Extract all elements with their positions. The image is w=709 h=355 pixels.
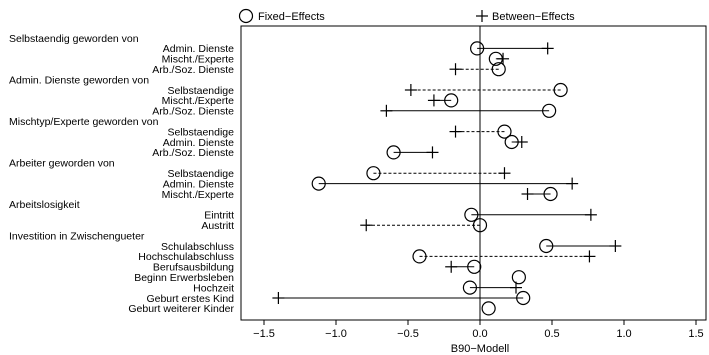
row-label: Schulabschluss (161, 241, 234, 253)
fixed-effects-marker (488, 51, 503, 66)
fixed-effects-marker (386, 145, 401, 160)
group-heading: Admin. Dienste geworden von (9, 74, 149, 86)
x-axis: −1.5 −1.0 −0.5 0.0 0.5 1.0 1.5 (253, 320, 704, 340)
x-tick-label: 0.5 (544, 328, 559, 340)
fixed-effects-marker (311, 176, 326, 191)
row-label: Eintritt (204, 210, 234, 222)
group-heading: Selbstaendig geworden von (9, 33, 139, 45)
fixed-effects-marker (412, 249, 427, 264)
legend-label-fixed-effects: Fixed−Effects (258, 11, 325, 23)
legend: Fixed−Effects Between−Effects (238, 8, 575, 24)
x-tick-label: −1.0 (325, 328, 347, 340)
x-axis-label: B90−Modell (451, 343, 509, 355)
row-label: Austritt (201, 220, 234, 232)
fixed-effects-marker (467, 259, 482, 274)
legend-circle-marker (238, 8, 254, 24)
row-label: Selbstaendige (167, 168, 234, 180)
fixed-effects-marker (543, 186, 558, 202)
row-label: Berufsausbildung (153, 262, 234, 274)
row-label: Geburt erstes Kind (146, 293, 234, 305)
fixed-effects-marker (504, 134, 519, 150)
row-label: Mischt./Experte (162, 54, 235, 66)
group-heading: Investition in Zwischengueter (9, 230, 145, 242)
legend-label-between-effects: Between−Effects (492, 11, 575, 23)
fixed-effects-marker (464, 207, 479, 222)
row-label: Arb./Soz. Dienste (152, 147, 234, 159)
row-label: Admin. Dienste (163, 137, 234, 149)
row-label: Admin. Dienste (163, 43, 234, 55)
x-tick-label: −0.5 (397, 328, 419, 340)
fixed-effects-marker (511, 270, 526, 285)
row-label: Arb./Soz. Dienste (152, 64, 234, 76)
fixed-effects-marker (491, 62, 506, 77)
row-label: Arb./Soz. Dienste (152, 106, 234, 118)
plot-frame (240, 25, 707, 321)
x-tick-label: 1.5 (688, 328, 703, 340)
fixed-effects-marker (470, 41, 485, 56)
fixed-effects-marker (497, 124, 512, 139)
x-tick-label: 1.0 (616, 328, 631, 340)
fixed-effects-marker (462, 280, 478, 295)
group-heading: Mischtyp/Experte geworden von (9, 116, 159, 128)
group-heading: Arbeitslosigkeit (9, 199, 80, 211)
fixed-effects-marker (481, 301, 496, 316)
row-label: Mischt./Experte (162, 95, 235, 107)
row-label: Geburt weiterer Kinder (128, 303, 234, 315)
fixed-effects-marker (444, 93, 459, 108)
row-label: Hochschulabschluss (138, 251, 234, 263)
x-tick-label: 0.0 (472, 328, 487, 340)
fixed-effects-marker (516, 290, 531, 306)
row-label: Selbstaendige (167, 85, 234, 97)
row-label: Admin. Dienste (163, 178, 234, 190)
fixed-effects-marker (542, 103, 557, 118)
fixed-effects-marker (539, 238, 554, 254)
fixed-effects-marker (366, 166, 381, 181)
row-label: Hochzeit (193, 282, 234, 294)
row-label: Beginn Erwerbsleben (134, 272, 234, 284)
x-tick-label: −1.5 (253, 328, 275, 340)
fixed-effects-marker (472, 218, 488, 233)
row-label: Mischt./Experte (162, 189, 235, 201)
fixed-effects-marker (553, 82, 568, 98)
group-heading: Arbeiter geworden von (9, 158, 115, 170)
row-label: Selbstaendige (167, 126, 234, 138)
